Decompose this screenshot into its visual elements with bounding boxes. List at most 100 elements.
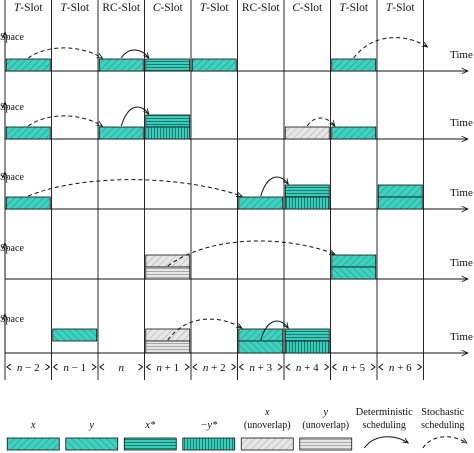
slot-index-label: n + 1 bbox=[156, 362, 179, 374]
space-axis-label: Space bbox=[0, 314, 24, 325]
legend-label: x bbox=[30, 420, 36, 431]
block-x bbox=[5, 58, 51, 72]
legend-item-y: y bbox=[65, 420, 119, 451]
index-left-arrow bbox=[6, 363, 12, 371]
block-x bbox=[377, 196, 423, 210]
legend-swatch bbox=[299, 437, 353, 451]
timeline-row: Space Time bbox=[0, 240, 473, 280]
legend-item-det: Deterministic scheduling bbox=[356, 407, 413, 449]
stochastic-arrow-sample bbox=[422, 436, 467, 449]
time-axis-label: Time bbox=[450, 49, 473, 61]
slot-header: T-Slot bbox=[339, 2, 369, 14]
block-x bbox=[98, 58, 144, 72]
index-left-arrow bbox=[52, 363, 58, 371]
legend-item-xun: x (unoverlap) bbox=[240, 407, 294, 451]
legend-swatch bbox=[65, 437, 119, 451]
block-x bbox=[331, 58, 377, 72]
index-left-arrow bbox=[145, 363, 151, 371]
block-negystar bbox=[284, 196, 330, 210]
legend-label: Deterministic bbox=[356, 407, 413, 418]
legend-sublabel: (unoverlap) bbox=[302, 420, 349, 431]
legend-item-negystar: −y* bbox=[182, 420, 236, 451]
slot-index-label: n + 6 bbox=[389, 362, 412, 374]
timeline-row: Space Time bbox=[0, 172, 473, 209]
timeline-rows: SpaceTimeSpaceTimeSpaceTimeSpaceTimeSpac… bbox=[0, 32, 473, 353]
block-negystar bbox=[284, 340, 330, 354]
stochastic-scheduling-arrow bbox=[167, 240, 335, 267]
index-left-arrow bbox=[99, 363, 105, 371]
slot-index-label: n bbox=[119, 362, 125, 374]
legend-item-yun: y (unoverlap) bbox=[299, 407, 353, 451]
legend: x y x* −y* x (unoverlap) y (unoverlap) Determini… bbox=[6, 407, 467, 451]
block-y bbox=[331, 266, 377, 280]
block-y bbox=[238, 340, 284, 354]
legend-label: x* bbox=[144, 420, 156, 431]
space-axis-label: Space bbox=[0, 32, 24, 43]
space-axis-label: Space bbox=[0, 102, 24, 113]
block-negystar bbox=[145, 126, 191, 140]
stochastic-scheduling-arrow bbox=[306, 117, 335, 126]
stochastic-scheduling-arrow bbox=[27, 115, 102, 126]
legend-swatch bbox=[182, 437, 236, 451]
time-axis-label: Time bbox=[450, 257, 473, 269]
index-right-arrow bbox=[417, 363, 423, 371]
index-right-arrow bbox=[277, 363, 283, 371]
legend-swatch bbox=[123, 437, 177, 451]
deterministic-scheduling-arrow bbox=[260, 176, 289, 197]
block-yun bbox=[145, 266, 191, 280]
deterministic-arrow-sample bbox=[363, 436, 408, 449]
index-left-arrow bbox=[378, 363, 384, 371]
index-right-arrow bbox=[231, 363, 237, 371]
block-xstar bbox=[145, 58, 191, 72]
stochastic-scheduling-arrow bbox=[167, 318, 242, 341]
block-x bbox=[331, 126, 377, 140]
deterministic-scheduling-arrow bbox=[260, 320, 289, 341]
slot-header: T-Slot bbox=[60, 2, 90, 14]
index-left-arrow bbox=[192, 363, 198, 371]
slot-index-label: n + 5 bbox=[342, 362, 365, 374]
index-left-arrow bbox=[238, 363, 244, 371]
index-left-arrow bbox=[285, 363, 291, 371]
legend-sublabel: scheduling bbox=[363, 420, 406, 431]
legend-item-xstar: x* bbox=[123, 420, 177, 451]
stochastic-scheduling-arrow bbox=[353, 37, 428, 59]
slot-grid bbox=[4, 0, 424, 380]
slot-header: T-Slot bbox=[200, 2, 230, 14]
legend-item-x: x bbox=[6, 420, 60, 451]
index-right-arrow bbox=[324, 363, 330, 371]
index-right-arrow bbox=[91, 363, 97, 371]
space-axis-label: Space bbox=[0, 172, 24, 183]
index-right-arrow bbox=[370, 363, 376, 371]
space-axis-label: Space bbox=[0, 243, 24, 254]
block-y bbox=[52, 328, 98, 342]
time-axis-label: Time bbox=[450, 331, 473, 343]
timeline-row: Space Time bbox=[0, 314, 473, 353]
stochastic-scheduling-arrow bbox=[27, 47, 102, 58]
legend-label: y bbox=[322, 407, 328, 418]
block-yun bbox=[145, 340, 191, 354]
slot-index-label: n + 4 bbox=[296, 362, 319, 374]
block-xstar bbox=[145, 114, 191, 128]
slot-index-axis: n − 2 n − 1 n n + 1 n + 2 n + 3 n + 4 n + 5 n + … bbox=[6, 362, 423, 374]
slot-index-label: n − 2 bbox=[17, 362, 40, 374]
slot-header: C-Slot bbox=[292, 2, 323, 14]
index-left-arrow bbox=[331, 363, 337, 371]
legend-sublabel: scheduling bbox=[421, 420, 464, 431]
slot-header: RC-Slot bbox=[242, 2, 281, 14]
slot-header: T-Slot bbox=[14, 2, 44, 14]
slot-index-label: n − 1 bbox=[63, 362, 86, 374]
block-x bbox=[191, 58, 237, 72]
legend-swatch bbox=[6, 437, 60, 451]
block-x bbox=[5, 196, 51, 210]
legend-label: Stochastic bbox=[421, 407, 464, 418]
slot-header: C-Slot bbox=[153, 2, 184, 14]
time-axis-label: Time bbox=[450, 117, 473, 129]
legend-item-sto: Stochastic scheduling bbox=[421, 407, 467, 449]
time-axis-label: Time bbox=[450, 187, 473, 199]
block-x bbox=[331, 254, 377, 268]
legend-swatch bbox=[240, 437, 294, 451]
index-right-arrow bbox=[138, 363, 144, 371]
legend-label: −y* bbox=[200, 420, 218, 431]
block-xstar bbox=[284, 184, 330, 198]
